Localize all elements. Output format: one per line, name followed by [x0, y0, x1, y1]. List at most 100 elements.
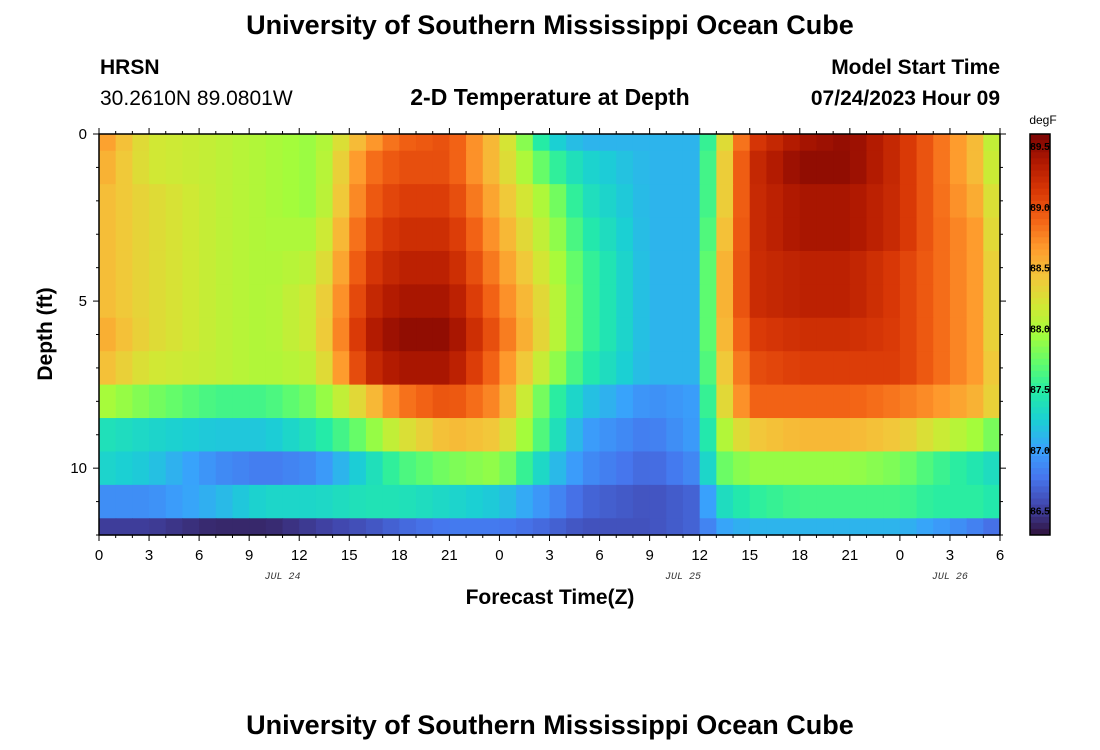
heat-cell: [699, 250, 717, 285]
heat-cell: [849, 351, 868, 386]
heat-cell: [99, 250, 117, 285]
heat-cell: [766, 184, 784, 219]
heat-cell: [849, 150, 868, 185]
x-tick-label: 0: [95, 547, 103, 564]
heat-cell: [315, 518, 334, 536]
heat-cell: [666, 418, 684, 453]
heat-cell: [549, 217, 567, 252]
heat-cell: [232, 418, 250, 453]
colorbar-swatch: [1030, 510, 1050, 518]
heat-cell: [566, 384, 584, 419]
heat-cell: [349, 184, 367, 219]
heat-cell: [699, 418, 717, 453]
heat-cell: [265, 518, 284, 536]
heat-cell: [933, 418, 951, 453]
heat-cell: [516, 284, 534, 319]
heat-cell: [432, 217, 450, 252]
y-axis: 0 5 10: [70, 126, 1006, 536]
heat-cell: [599, 317, 617, 352]
x-tick-label: 18: [391, 547, 408, 564]
heat-cell: [416, 284, 434, 319]
heat-cell: [132, 217, 150, 252]
y-tick-label: 10: [70, 460, 87, 477]
heat-cell: [632, 451, 651, 486]
heat-cell: [232, 484, 250, 519]
heat-cell: [582, 184, 601, 219]
heat-cell: [399, 418, 417, 453]
heat-cell: [933, 217, 951, 252]
heat-cell: [99, 150, 117, 185]
heat-cell: [783, 217, 801, 252]
footer-title: University of Southern Mississippi Ocean…: [246, 710, 854, 740]
heat-cell: [733, 451, 751, 486]
heat-cell: [332, 418, 350, 453]
heat-cell: [149, 217, 167, 252]
heat-cell: [616, 184, 634, 219]
heat-cell: [616, 518, 634, 536]
heat-cell: [432, 317, 450, 352]
heat-cell: [783, 518, 801, 536]
heat-cell: [649, 217, 667, 252]
colorbar-swatch: [1030, 462, 1050, 469]
heat-cell: [115, 518, 133, 536]
heat-cell: [616, 150, 634, 185]
heat-cell: [99, 284, 117, 319]
heat-cell: [182, 484, 200, 519]
heat-cell: [983, 351, 1001, 386]
heat-cell: [749, 418, 768, 453]
heat-cell: [165, 418, 184, 453]
colorbar-swatch: [1030, 255, 1050, 263]
heat-cell: [499, 484, 517, 519]
heat-cell: [549, 250, 567, 285]
heat-cell: [549, 518, 567, 536]
heat-cell: [115, 184, 133, 219]
heat-cell: [616, 134, 634, 152]
heat-cell: [949, 184, 968, 219]
heat-cell: [516, 150, 534, 185]
heat-cell: [165, 284, 184, 319]
heat-cell: [933, 284, 951, 319]
heat-cell: [749, 384, 768, 419]
heat-cell: [149, 418, 167, 453]
heat-cell: [165, 518, 184, 536]
heat-cell: [899, 484, 918, 519]
heat-cell: [382, 217, 400, 252]
heat-cell: [682, 518, 701, 536]
heat-cell: [282, 518, 300, 536]
heat-cell: [466, 284, 484, 319]
heat-cell: [866, 150, 884, 185]
heat-cell: [132, 384, 150, 419]
heat-cell: [149, 184, 167, 219]
heat-cell: [899, 217, 918, 252]
heat-cell: [315, 451, 334, 486]
heat-cell: [165, 451, 184, 486]
heat-cell: [616, 351, 634, 386]
heat-cell: [966, 134, 984, 152]
heat-cell: [115, 451, 133, 486]
heat-cell: [416, 184, 434, 219]
heat-cell: [649, 518, 667, 536]
heat-cell: [416, 317, 434, 352]
heat-cell: [866, 217, 884, 252]
colorbar-swatch: [1030, 528, 1050, 536]
heat-cell: [582, 418, 601, 453]
heat-cell: [566, 518, 584, 536]
heat-cell: [582, 484, 601, 519]
heat-cell: [532, 418, 551, 453]
heat-cell: [632, 250, 651, 285]
colorbar-swatch: [1030, 522, 1050, 530]
heat-cell: [716, 134, 734, 152]
heat-cell: [899, 317, 918, 352]
heat-cell: [132, 284, 150, 319]
heat-cell: [699, 284, 717, 319]
heat-cell: [365, 484, 384, 519]
heat-cell: [883, 250, 901, 285]
heat-cell: [249, 418, 267, 453]
heat-cell: [733, 317, 751, 352]
heat-cell: [199, 317, 217, 352]
heat-cell: [916, 217, 934, 252]
heat-cell: [466, 384, 484, 419]
heat-cell: [983, 384, 1001, 419]
heat-cell: [449, 134, 467, 152]
heat-cell: [399, 451, 417, 486]
